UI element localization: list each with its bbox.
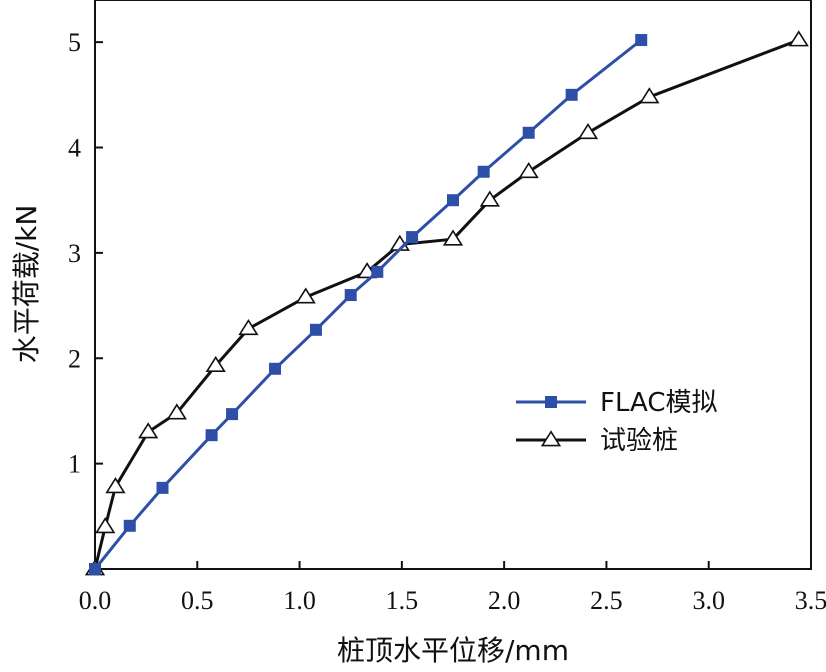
data-point-triangle: [238, 319, 259, 336]
data-point-square: [447, 194, 459, 207]
legend-label: 试验桩: [600, 426, 678, 456]
data-point-triangle: [639, 87, 660, 104]
data-point-triangle: [166, 403, 187, 420]
x-tick-label: 2.5: [590, 586, 623, 615]
data-point-square: [545, 396, 557, 408]
series-flac: [89, 34, 648, 575]
data-point-square: [226, 408, 239, 421]
data-point-square: [309, 323, 322, 336]
x-tick-label: 2.0: [488, 586, 521, 615]
x-axis-title: 桩顶水平位移/mm: [337, 634, 569, 667]
data-point-square: [123, 519, 136, 532]
series-layer: [84, 30, 809, 576]
y-axis-title: 水平荷载/kN: [10, 205, 43, 364]
data-point-square: [89, 563, 101, 575]
data-point-triangle: [105, 477, 126, 494]
data-point-square: [635, 34, 648, 47]
data-point-square: [371, 265, 384, 278]
data-point-triangle: [295, 287, 316, 304]
data-point-square: [205, 429, 218, 442]
y-tick-label: 3: [68, 239, 81, 268]
data-point-square: [522, 126, 535, 139]
x-tick-label: 0.0: [79, 586, 112, 615]
data-point-triangle: [788, 30, 809, 47]
data-point-triangle: [518, 162, 539, 179]
x-tick-label: 1.5: [386, 586, 419, 615]
data-point-triangle: [540, 430, 562, 447]
x-tick-label: 0.5: [181, 586, 214, 615]
data-point-triangle: [138, 422, 159, 439]
x-tick-label: 3.0: [692, 586, 725, 615]
y-tick-label: 4: [68, 134, 81, 163]
legend-entry: FLAC模拟: [516, 388, 718, 418]
data-point-triangle: [205, 355, 226, 373]
y-tick-label: 1: [68, 450, 81, 479]
data-point-square: [406, 231, 419, 244]
data-point-square: [156, 481, 169, 494]
data-point-triangle: [577, 123, 599, 140]
y-axis-ticks: 1 2 3 4 5: [68, 28, 103, 479]
series-line: [93, 38, 643, 570]
data-point-square: [477, 165, 490, 178]
x-tick-label: 3.5: [795, 586, 826, 615]
data-point-square: [269, 362, 282, 375]
y-tick-label: 2: [68, 344, 81, 373]
data-point-triangle: [95, 517, 116, 534]
y-tick-label: 5: [68, 28, 81, 57]
legend-entry: 试验桩: [516, 426, 678, 456]
series-test-pile: [84, 30, 809, 576]
data-point-triangle: [479, 190, 500, 207]
legend-label: FLAC模拟: [600, 388, 718, 418]
data-point-triangle: [442, 229, 464, 246]
x-axis-ticks: 0.0 0.5 1.0 1.5 2.0 2.5 3.0 3.5: [79, 561, 826, 615]
series-line: [93, 38, 800, 570]
x-tick-label: 1.0: [283, 586, 316, 615]
data-point-square: [344, 289, 357, 302]
data-point-square: [565, 88, 578, 101]
plot-frame: [94, 0, 812, 570]
